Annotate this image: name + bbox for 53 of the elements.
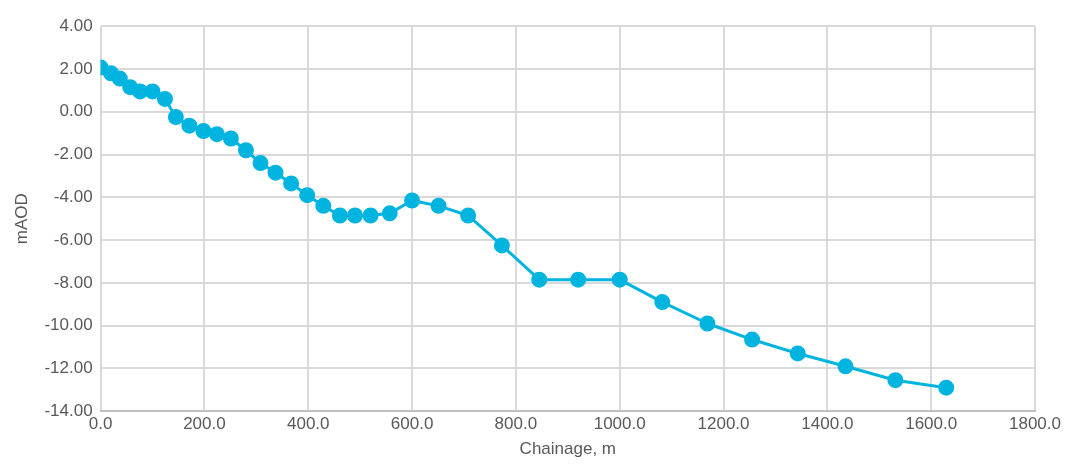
y-tick-label: -10.00 [44,315,93,335]
point [299,187,316,204]
y-tick-label: 2.00 [59,58,93,78]
point [195,123,212,140]
point [181,117,198,134]
point [404,192,421,209]
point [315,197,332,214]
point [132,83,149,100]
point [493,237,510,254]
point [381,205,398,222]
point [362,207,379,224]
point [283,175,300,192]
y-tick-label: -2.00 [53,144,93,164]
x-tick-label: 400.0 [286,414,330,434]
point [144,83,161,100]
x-tick-label: 1600.0 [905,414,958,434]
point [111,70,128,87]
point [654,294,671,311]
y-tick-label: -4.00 [53,187,93,206]
y-tick-label: -12.00 [44,358,93,378]
x-axis-title: Chainage, m [519,439,616,459]
x-tick-label: 1200.0 [697,414,750,434]
point [346,207,363,224]
y-tick-label: 4.00 [59,15,93,35]
x-tick-label: 800.0 [494,414,538,434]
x-tick-label: 1800.0 [1009,414,1061,434]
y-tick-label: 0.00 [59,101,93,121]
point [222,130,239,147]
point [699,315,716,332]
point [531,271,548,288]
point [208,126,225,143]
point [460,207,477,224]
point [938,379,955,396]
y-axis-title: mAOD [11,193,31,245]
point [744,331,761,348]
point [611,271,628,288]
point [570,271,587,288]
x-tick-label: 600.0 [390,414,434,434]
point [789,345,806,362]
point [267,164,284,181]
y-tick-label: -8.00 [53,272,93,292]
x-tick-label: 1400.0 [801,414,854,434]
point [331,207,348,224]
x-tick-label: 1000.0 [593,414,646,434]
point [430,197,447,214]
y-tick-label: -6.00 [53,229,93,249]
point [167,109,184,126]
point [156,90,173,107]
point [252,155,269,172]
point [237,142,254,159]
point [837,358,854,375]
x-tick-label: 200.0 [183,414,226,434]
point [887,372,904,389]
